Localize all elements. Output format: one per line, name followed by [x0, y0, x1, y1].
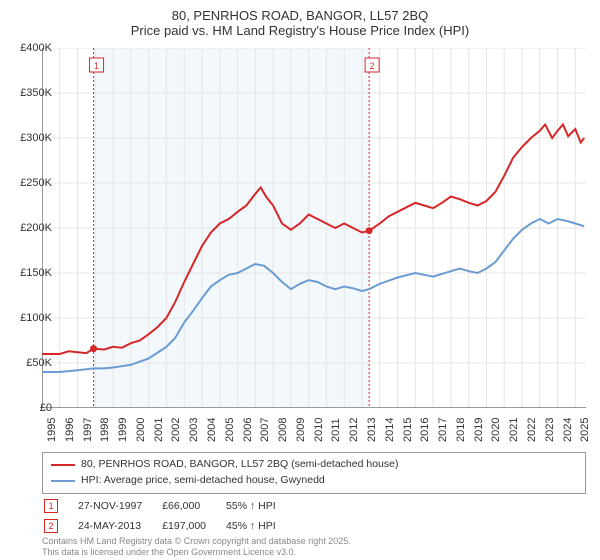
- footer-line1: Contains HM Land Registry data © Crown c…: [42, 536, 351, 546]
- y-tick-label: £350K: [20, 87, 52, 99]
- x-tick-label: 2004: [206, 418, 218, 442]
- x-tick-label: 1996: [64, 418, 76, 442]
- x-tick-label: 2007: [259, 418, 271, 442]
- legend-row-series1: 80, PENRHOS ROAD, BANGOR, LL57 2BQ (semi…: [51, 457, 577, 473]
- legend-label-series2: HPI: Average price, semi-detached house,…: [81, 473, 325, 489]
- x-tick-label: 2015: [402, 418, 414, 442]
- x-tick-label: 2021: [508, 418, 520, 442]
- y-tick-label: £0: [40, 402, 52, 414]
- x-tick-label: 2005: [224, 418, 236, 442]
- y-tick-label: £200K: [20, 222, 52, 234]
- sale-marker-box: 2: [44, 519, 58, 533]
- x-tick-label: 2002: [170, 418, 182, 442]
- footer-line2: This data is licensed under the Open Gov…: [42, 547, 296, 557]
- legend-swatch-series2: [51, 480, 75, 482]
- x-tick-label: 2025: [579, 418, 591, 442]
- sales-table: 1 27-NOV-1997£66,00055% ↑ HPI 2 24-MAY-2013…: [42, 495, 296, 537]
- title-main: 80, PENRHOS ROAD, BANGOR, LL57 2BQ: [0, 8, 600, 23]
- x-tick-label: 1995: [46, 418, 58, 442]
- title-sub: Price paid vs. HM Land Registry's House …: [0, 23, 600, 38]
- x-tick-label: 2013: [366, 418, 378, 442]
- chart-container: 80, PENRHOS ROAD, BANGOR, LL57 2BQ Price…: [0, 0, 600, 560]
- x-tick-label: 2014: [384, 418, 396, 442]
- sale-price: £197,000: [162, 517, 224, 535]
- svg-text:1: 1: [94, 61, 99, 71]
- x-tick-label: 2009: [295, 418, 307, 442]
- x-tick-label: 2006: [242, 418, 254, 442]
- x-tick-label: 2023: [544, 418, 556, 442]
- y-tick-label: £300K: [20, 132, 52, 144]
- sales-row: 2 24-MAY-2013£197,00045% ↑ HPI: [44, 517, 294, 535]
- x-tick-label: 2017: [437, 418, 449, 442]
- legend-swatch-series1: [51, 464, 75, 467]
- sale-date: 24-MAY-2013: [78, 517, 160, 535]
- chart-area: 12: [42, 48, 586, 408]
- x-tick-label: 2003: [188, 418, 200, 442]
- legend-box: 80, PENRHOS ROAD, BANGOR, LL57 2BQ (semi…: [42, 452, 586, 494]
- y-tick-label: £50K: [26, 357, 52, 369]
- legend-row-series2: HPI: Average price, semi-detached house,…: [51, 473, 577, 489]
- x-tick-label: 2011: [330, 418, 342, 442]
- y-tick-label: £400K: [20, 42, 52, 54]
- x-tick-label: 2016: [419, 418, 431, 442]
- y-tick-label: £250K: [20, 177, 52, 189]
- x-tick-label: 2000: [135, 418, 147, 442]
- x-tick-label: 2022: [526, 418, 538, 442]
- x-tick-label: 1997: [82, 418, 94, 442]
- x-tick-label: 2012: [348, 418, 360, 442]
- y-tick-label: £150K: [20, 267, 52, 279]
- x-tick-label: 2001: [153, 418, 165, 442]
- sale-marker-box: 1: [44, 499, 58, 513]
- footer-attribution: Contains HM Land Registry data © Crown c…: [42, 536, 351, 558]
- sale-date: 27-NOV-1997: [78, 497, 160, 515]
- svg-text:2: 2: [370, 61, 375, 71]
- x-tick-label: 1999: [117, 418, 129, 442]
- x-tick-label: 1998: [99, 418, 111, 442]
- title-block: 80, PENRHOS ROAD, BANGOR, LL57 2BQ Price…: [0, 0, 600, 38]
- legend-label-series1: 80, PENRHOS ROAD, BANGOR, LL57 2BQ (semi…: [81, 457, 398, 473]
- sales-row: 1 27-NOV-1997£66,00055% ↑ HPI: [44, 497, 294, 515]
- sale-price: £66,000: [162, 497, 224, 515]
- sale-vs-hpi: 55% ↑ HPI: [226, 497, 294, 515]
- sale-vs-hpi: 45% ↑ HPI: [226, 517, 294, 535]
- x-tick-label: 2024: [562, 418, 574, 442]
- x-tick-label: 2019: [473, 418, 485, 442]
- x-tick-label: 2010: [313, 418, 325, 442]
- chart-svg: 12: [42, 48, 586, 408]
- y-tick-label: £100K: [20, 312, 52, 324]
- x-tick-label: 2020: [490, 418, 502, 442]
- x-tick-label: 2018: [455, 418, 467, 442]
- x-tick-label: 2008: [277, 418, 289, 442]
